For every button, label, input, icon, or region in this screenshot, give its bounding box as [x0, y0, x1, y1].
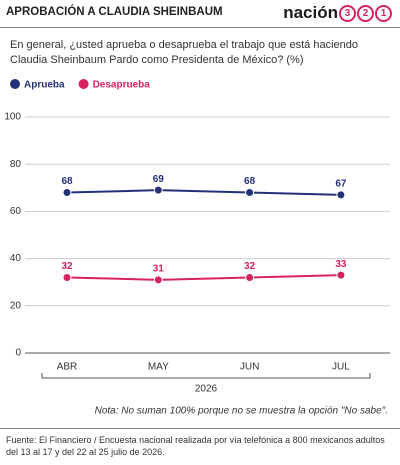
legend-marker	[78, 79, 89, 89]
data-label: 32	[244, 261, 256, 272]
point	[336, 190, 346, 200]
y-tick-label: 60	[10, 206, 22, 217]
legend-marker	[10, 79, 20, 89]
y-tick-label: 40	[10, 253, 22, 264]
series-line	[66, 189, 341, 196]
y-tick-label: 20	[10, 300, 22, 311]
y-tick-label: 80	[10, 159, 22, 170]
x-tick-label: ABR	[57, 362, 78, 373]
point	[153, 185, 163, 195]
chart-title: APROBACIÓN A CLAUDIA SHEINBAUM	[6, 6, 223, 18]
point	[153, 275, 163, 285]
source: Fuente: El Financiero / Encuesta naciona…	[6, 435, 385, 457]
divider	[0, 27, 400, 28]
data-label: 33	[335, 259, 347, 270]
logo-digit: 1	[375, 4, 392, 22]
x-tick-label: JUN	[240, 362, 259, 373]
data-label: 31	[153, 263, 165, 274]
series-line	[66, 274, 341, 281]
data-label: 68	[244, 176, 256, 187]
point	[245, 272, 255, 282]
divider	[0, 428, 400, 429]
y-tick-label: 0	[15, 348, 21, 359]
legend-label: Aprueba	[24, 80, 65, 91]
point	[336, 270, 346, 280]
point	[62, 188, 72, 198]
logo: nación 3 2 1	[283, 3, 392, 23]
chart: Aprueba Desaprueba 0 20 40 60 80 100 ABR MAY JUN JU…	[4, 79, 390, 417]
point	[245, 188, 255, 198]
logo-digit: 2	[357, 4, 374, 22]
x-tick-label: MAY	[148, 362, 169, 373]
data-label: 69	[153, 174, 165, 185]
logo-text: nación	[283, 3, 338, 22]
data-label: 67	[335, 179, 347, 190]
logo-digit: 3	[339, 4, 356, 22]
subtitle: En general, ¿usted aprueba o desaprueba …	[10, 39, 358, 66]
x-group-label: 2026	[195, 384, 218, 395]
x-tick-label: JUL	[332, 362, 350, 373]
data-label: 68	[61, 176, 73, 187]
group-bracket	[41, 373, 371, 379]
y-tick-label: 100	[4, 112, 21, 123]
point	[62, 272, 72, 282]
note: Nota: No suman 100% porque no se muestra…	[95, 406, 388, 417]
legend-label: Desaprueba	[93, 80, 151, 91]
data-label: 32	[61, 261, 73, 272]
